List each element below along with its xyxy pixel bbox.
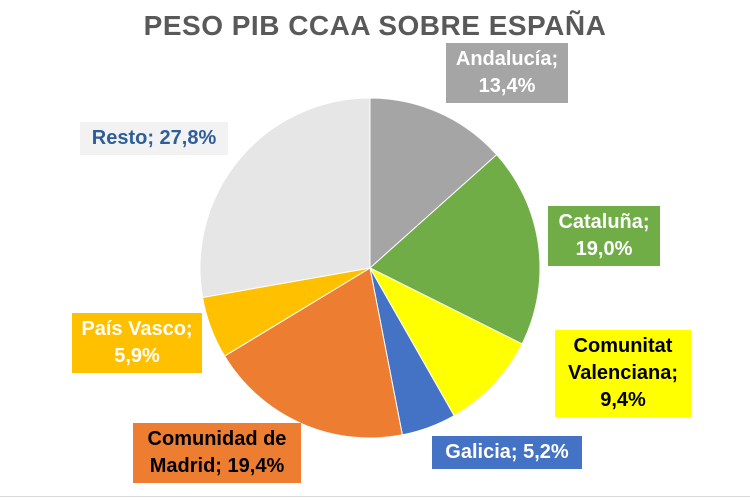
chart-title: PESO PIB CCAA SOBRE ESPAÑA bbox=[143, 10, 607, 41]
pie-slice-cataluna bbox=[369, 153, 541, 345]
label-resto: Resto; 27,8% bbox=[80, 122, 228, 155]
pie-slice-comunidad-de-madrid bbox=[223, 267, 403, 439]
divider bbox=[0, 496, 750, 497]
label-pais-vasco: País Vasco; 5,9% bbox=[72, 313, 202, 373]
label-comunidad-de-madrid: Comunidad de Madrid; 19,4% bbox=[133, 423, 301, 483]
label-cataluna: Cataluña; 19,0% bbox=[548, 206, 660, 266]
pie-slice-andalucia bbox=[369, 97, 498, 270]
label-galicia: Galicia; 5,2% bbox=[432, 436, 582, 469]
label-andalucia: Andalucía; 13,4% bbox=[446, 43, 568, 103]
label-comunitat-valenciana: Comunitat Valenciana; 9,4% bbox=[555, 330, 691, 417]
pie-slice-comunitat-valenciana bbox=[368, 266, 523, 417]
pie-slice-resto bbox=[199, 97, 371, 299]
